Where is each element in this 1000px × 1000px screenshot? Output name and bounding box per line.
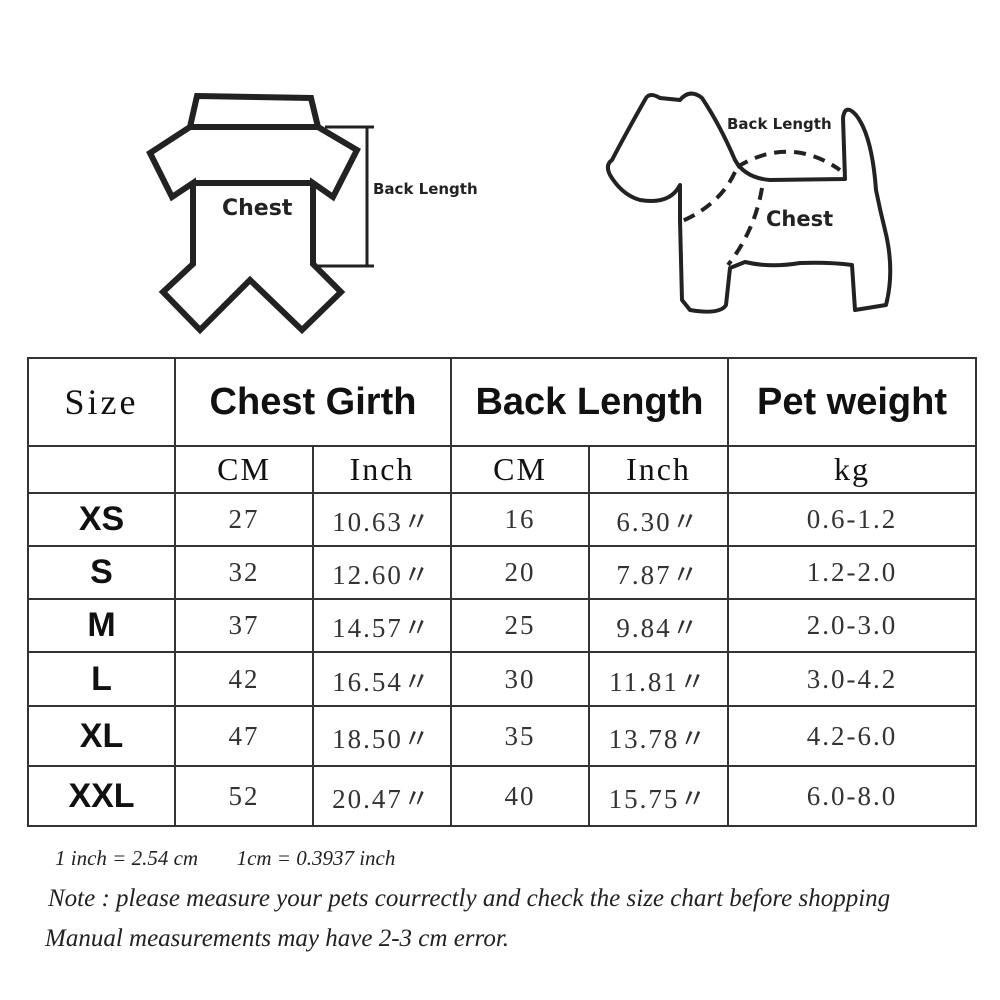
back-inch-cell: 9.84〃 xyxy=(588,598,729,653)
subheader-chest-inch: Inch xyxy=(312,445,452,494)
back-cm-cell: 40 xyxy=(450,765,590,827)
conversion-inch: 1 inch = 2.54 cm xyxy=(55,846,199,870)
dog-outline xyxy=(605,91,893,314)
chest-inch-cell: 14.57〃 xyxy=(312,598,452,653)
dog-back-length-dashed xyxy=(735,149,842,172)
size-cell: XXL xyxy=(27,765,176,827)
table-row: XS 27 10.63〃 16 6.30〃 0.6-1.2 xyxy=(27,492,977,547)
chest-cm-cell: 52 xyxy=(174,765,314,827)
back-cm-cell: 16 xyxy=(450,492,590,547)
garment-back-length-label: Back Length xyxy=(373,180,478,198)
back-inch-cell: 11.81〃 xyxy=(588,651,729,707)
table-row: XXL 52 20.47〃 40 15.75〃 6.0-8.0 xyxy=(27,765,977,827)
chest-inch-cell: 20.47〃 xyxy=(312,765,452,827)
size-cell: L xyxy=(27,651,176,707)
weight-cell: 2.0-3.0 xyxy=(727,598,977,653)
back-cm-cell: 35 xyxy=(450,705,590,767)
subheader-back-cm: CM xyxy=(450,445,590,494)
back-inch-cell: 13.78〃 xyxy=(588,705,729,767)
weight-cell: 6.0-8.0 xyxy=(727,765,977,827)
dog-chest-dashed xyxy=(726,187,764,267)
header-chest-girth: Chest Girth xyxy=(174,357,452,447)
chest-inch-cell: 16.54〃 xyxy=(312,651,452,707)
table-subheader-row: CM Inch CM Inch kg xyxy=(27,445,977,494)
table-row: M 37 14.57〃 25 9.84〃 2.0-3.0 xyxy=(27,598,977,653)
subheader-chest-cm: CM xyxy=(174,445,314,494)
conversion-note: 1 inch = 2.54 cm 1cm = 0.3937 inch xyxy=(55,846,395,871)
table-row: XL 47 18.50〃 35 13.78〃 4.2-6.0 xyxy=(27,705,977,767)
size-cell: M xyxy=(27,598,176,653)
garment-outline xyxy=(146,124,361,335)
weight-cell: 4.2-6.0 xyxy=(727,705,977,767)
dog-neck-dashed xyxy=(679,171,737,224)
back-inch-cell: 7.87〃 xyxy=(588,545,729,600)
size-cell: S xyxy=(27,545,176,600)
back-cm-cell: 30 xyxy=(450,651,590,707)
size-cell: XS xyxy=(27,492,176,547)
weight-cell: 0.6-1.2 xyxy=(727,492,977,547)
conversion-cm: 1cm = 0.3937 inch xyxy=(236,846,396,870)
chest-cm-cell: 27 xyxy=(174,492,314,547)
subheader-back-inch: Inch xyxy=(588,445,729,494)
garment-diagram xyxy=(146,92,374,335)
dog-chest-label: Chest xyxy=(766,207,834,231)
chest-cm-cell: 42 xyxy=(174,651,314,707)
table-header-row: Size Chest Girth Back Length Pet weight xyxy=(27,357,977,447)
chest-inch-cell: 12.60〃 xyxy=(312,545,452,600)
subheader-empty xyxy=(27,445,176,494)
header-size: Size xyxy=(27,357,176,447)
size-chart-table: Size Chest Girth Back Length Pet weight … xyxy=(27,357,977,827)
weight-cell: 3.0-4.2 xyxy=(727,651,977,707)
header-back-length: Back Length xyxy=(450,357,729,447)
table-row: S 32 12.60〃 20 7.87〃 1.2-2.0 xyxy=(27,545,977,600)
chest-inch-cell: 18.50〃 xyxy=(312,705,452,767)
back-cm-cell: 20 xyxy=(450,545,590,600)
back-cm-cell: 25 xyxy=(450,598,590,653)
subheader-weight-unit: kg xyxy=(727,445,977,494)
chest-cm-cell: 32 xyxy=(174,545,314,600)
chest-cm-cell: 37 xyxy=(174,598,314,653)
table-row: L 42 16.54〃 30 11.81〃 3.0-4.2 xyxy=(27,651,977,707)
error-note: Manual measurements may have 2-3 cm erro… xyxy=(45,925,510,952)
dog-back-length-label: Back Length xyxy=(727,115,832,133)
header-pet-weight: Pet weight xyxy=(727,357,977,447)
chest-cm-cell: 47 xyxy=(174,705,314,767)
garment-chest-label: Chest xyxy=(222,196,293,221)
weight-cell: 1.2-2.0 xyxy=(727,545,977,600)
chest-inch-cell: 10.63〃 xyxy=(312,492,452,547)
back-inch-cell: 6.30〃 xyxy=(588,492,729,547)
dog-diagram xyxy=(605,91,893,314)
measure-note: Note : please measure your pets courrect… xyxy=(48,885,891,912)
back-inch-cell: 15.75〃 xyxy=(588,765,729,827)
size-cell: XL xyxy=(27,705,176,767)
